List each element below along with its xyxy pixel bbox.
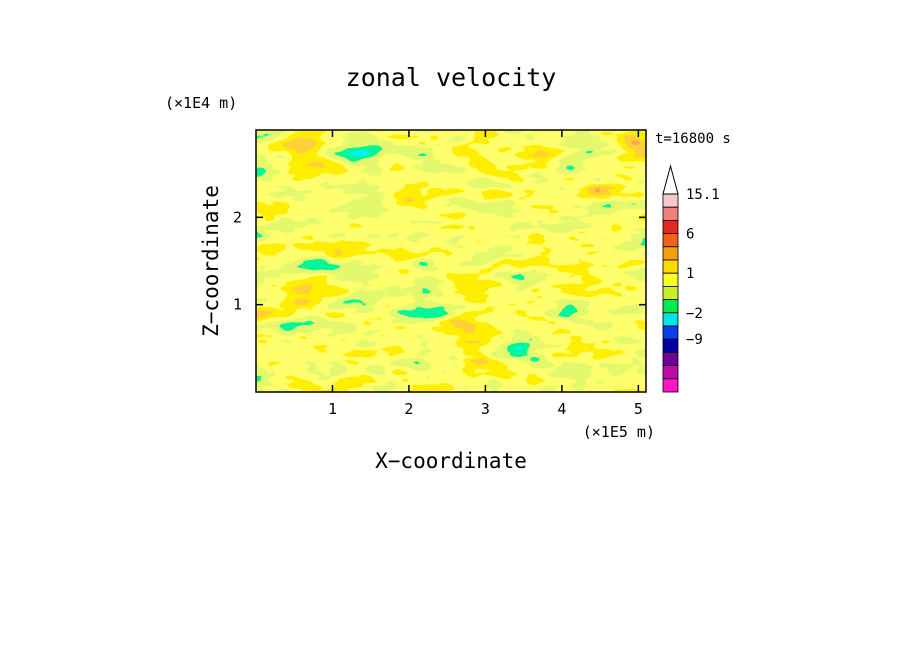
y-tick-label: 2 [233, 208, 242, 226]
y-unit-label: (×1E4 m) [165, 94, 237, 112]
y-axis: 12 [233, 208, 646, 314]
x-axis: 1 2 3 4 5 [328, 130, 643, 418]
x-tick-label: 4 [557, 400, 566, 418]
plot-frame [255, 129, 647, 393]
colorbar-label: −9 [686, 332, 703, 348]
colorbar-swatch [662, 378, 679, 393]
colorbar-swatch [662, 206, 679, 221]
x-tick-label: 1 [328, 400, 337, 418]
colorbar: 15.1 6 1 −2 −9 [662, 164, 720, 393]
x-axis-title: X−coordinate [375, 449, 527, 473]
colorbar-swatch [662, 312, 679, 327]
colorbar-swatch [662, 325, 679, 340]
contour-field [256, 130, 646, 392]
chart-title: zonal velocity [346, 63, 557, 92]
colorbar-swatch [662, 219, 679, 234]
colorbar-swatch [662, 259, 679, 274]
colorbar-swatch [662, 338, 679, 353]
y-tick-label: 1 [233, 296, 242, 314]
colorbar-swatch [662, 299, 679, 314]
x-tick-label: 3 [481, 400, 490, 418]
colorbar-swatch [662, 233, 679, 248]
colorbar-extend-triangle [662, 164, 679, 195]
colorbar-swatch [662, 351, 679, 366]
colorbar-label: 1 [686, 266, 694, 282]
x-unit-label: (×1E5 m) [583, 423, 655, 441]
colorbar-swatch [662, 246, 679, 261]
colorbar-label: 15.1 [686, 187, 720, 203]
colorbar-swatch [662, 365, 679, 380]
colorbar-swatch [662, 193, 679, 208]
time-label: t=16800 s [655, 131, 731, 147]
x-tick-label: 2 [404, 400, 413, 418]
colorbar-swatch [662, 285, 679, 300]
colorbar-label: −2 [686, 306, 703, 322]
colorbar-label: 6 [686, 227, 694, 243]
y-axis-title: Z−coordinate [199, 185, 223, 337]
colorbar-swatch [662, 272, 679, 287]
x-tick-label: 5 [634, 400, 643, 418]
